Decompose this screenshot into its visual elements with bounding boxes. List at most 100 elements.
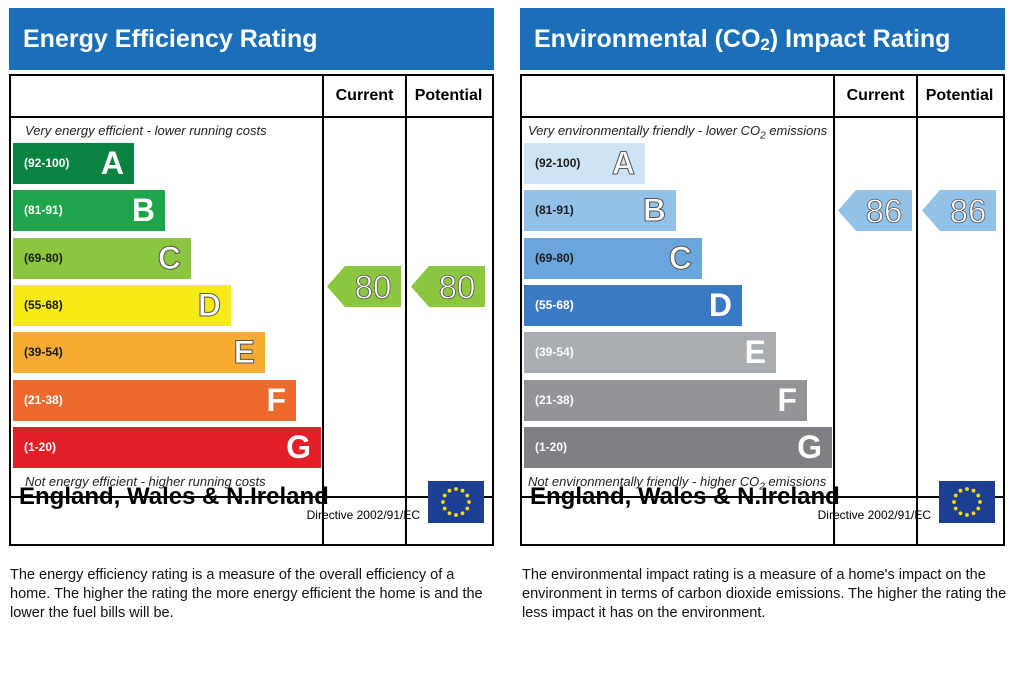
band-letter: A (611, 145, 635, 182)
band-letter: C (668, 239, 692, 276)
band-range: (21-38) (24, 392, 63, 407)
column-header-current: Current (846, 87, 905, 104)
eu-star (976, 493, 981, 498)
eu-star (441, 500, 445, 504)
chart-title: Energy Efficiency Rating (9, 8, 494, 70)
eu-star (965, 487, 969, 491)
current-rating-arrow-value: 86 (866, 193, 903, 230)
footer-country: England, Wales & N.Ireland (530, 483, 840, 510)
band-letter: E (233, 334, 255, 371)
current-rating-arrow-value: 80 (355, 268, 392, 305)
caption-top: Very environmentally friendly - lower CO… (528, 123, 828, 142)
band-letter: D (197, 286, 221, 323)
band-letter: C (157, 239, 181, 276)
band-range: (39-54) (24, 345, 63, 360)
potential-rating-arrow-shape (922, 190, 996, 232)
eu-star (953, 493, 958, 498)
column-header-potential: Potential (925, 87, 994, 104)
eu-star (465, 506, 470, 511)
caption-top: Very energy efficient - lower running co… (25, 123, 267, 138)
rating-band-g: (1-20) G (13, 426, 321, 468)
band-range: (92-100) (535, 156, 581, 170)
eu-star (442, 506, 447, 511)
eu-flag-icon (428, 481, 484, 523)
rating-band-e: (39-54) E (13, 332, 265, 374)
rating-band-a: (92-100) A (524, 143, 645, 184)
rating-band-f: (21-38) F (524, 379, 807, 421)
environment-description: The environmental impact rating is a mea… (522, 567, 1007, 621)
band-range: (1-20) (535, 439, 568, 454)
eu-star (971, 511, 976, 516)
eu-star (447, 488, 452, 493)
potential-rating-arrow: 80 (411, 265, 485, 307)
chart-frame: Current Potential Very energy efficient … (9, 74, 494, 546)
eu-star (454, 513, 458, 517)
potential-rating-arrow: 86 (922, 190, 996, 232)
eu-star (952, 500, 956, 504)
rating-band-b: (81-91) B (524, 190, 676, 232)
eu-star (460, 488, 465, 493)
footer-country: England, Wales & N.Ireland (19, 483, 329, 510)
rating-band-a: (92-100) A (13, 143, 134, 184)
rating-band-c: (69-80) C (13, 237, 191, 279)
eu-star (978, 500, 982, 504)
band-range: (55-68) (24, 297, 63, 312)
band-letter: A (100, 145, 124, 181)
rating-band-d: (55-68) D (524, 284, 742, 326)
band-range: (55-68) (535, 297, 574, 312)
band-range: (69-80) (535, 250, 574, 265)
column-header-potential: Potential (414, 87, 483, 104)
eu-star (465, 493, 470, 498)
eu-star (467, 500, 471, 504)
eu-star (460, 511, 465, 516)
rating-band-d: (55-68) D (13, 284, 231, 326)
band-letter: G (797, 428, 822, 465)
eu-star (953, 506, 958, 511)
band-range: (81-91) (24, 203, 63, 218)
potential-rating-arrow-value: 86 (950, 193, 987, 230)
caption-bottom: Not energy efficient - higher running co… (25, 474, 266, 489)
eu-star (442, 493, 447, 498)
current-rating-arrow-shape (838, 190, 912, 232)
band-range: (92-100) (24, 156, 70, 170)
footer-directive: Directive 2002/91/EC (306, 508, 420, 522)
potential-rating-arrow-shape (411, 265, 485, 307)
eu-star (958, 488, 963, 493)
column-header-current: Current (335, 87, 394, 104)
energy-description: The energy efficiency rating is a measur… (10, 567, 483, 621)
energy-efficiency-chart: Energy Efficiency Rating Current Potenti… (9, 8, 494, 548)
eu-star (965, 513, 969, 517)
eu-star (447, 511, 452, 516)
eu-star (971, 488, 976, 493)
rating-band-f: (21-38) F (13, 379, 296, 421)
band-range: (1-20) (24, 439, 57, 454)
band-letter: F (777, 381, 797, 418)
potential-rating-arrow-value: 80 (439, 268, 476, 305)
eu-star (454, 487, 458, 491)
rating-band-b: (81-91) B (13, 190, 165, 232)
eu-star (976, 506, 981, 511)
footer-directive: Directive 2002/91/EC (817, 508, 931, 522)
eu-star (958, 511, 963, 516)
band-letter: B (131, 192, 155, 229)
chart-title: Environmental (CO2) Impact Rating (520, 8, 1005, 70)
environmental-impact-chart: Environmental (CO2) Impact Rating Curren… (520, 8, 1005, 548)
band-range: (39-54) (535, 345, 574, 360)
rating-band-e: (39-54) E (524, 332, 776, 374)
band-range: (21-38) (535, 392, 574, 407)
band-letter: G (286, 428, 311, 465)
band-letter: E (744, 334, 766, 371)
eu-flag-icon (939, 481, 995, 523)
band-letter: B (642, 192, 666, 229)
current-rating-arrow-shape (327, 265, 401, 307)
band-letter: D (708, 286, 732, 323)
rating-band-g: (1-20) G (524, 426, 832, 468)
current-rating-arrow: 80 (327, 265, 401, 307)
chart-frame: Current Potential Very environmentally f… (520, 74, 1005, 546)
band-letter: F (266, 381, 286, 418)
rating-band-c: (69-80) C (524, 237, 702, 279)
current-rating-arrow: 86 (838, 190, 912, 232)
caption-bottom: Not environmentally friendly - higher CO… (528, 474, 827, 493)
band-range: (81-91) (535, 203, 574, 218)
band-range: (69-80) (24, 250, 63, 265)
